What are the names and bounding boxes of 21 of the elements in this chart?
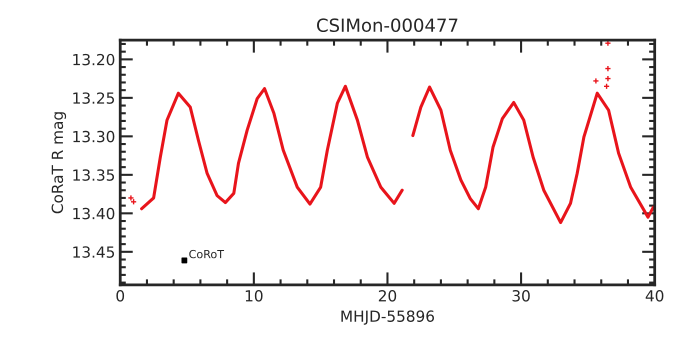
x-tick-label: 20 <box>378 290 396 302</box>
annotation: CoRoT <box>189 250 224 258</box>
point <box>604 75 612 82</box>
point <box>604 65 612 72</box>
chart-title: CSIMon-000477 <box>317 18 458 32</box>
y-tick-label: 13.20 <box>73 54 114 66</box>
point <box>592 78 600 84</box>
x-tick-label: 10 <box>246 290 263 302</box>
x-tick-label: 30 <box>512 290 530 302</box>
x-tick-label: 40 <box>646 290 664 302</box>
x-tick-label: 0 <box>116 290 124 302</box>
y-tick-label: 13.25 <box>73 92 114 104</box>
y-tick-label: 13.40 <box>73 208 114 220</box>
point <box>130 198 137 206</box>
point <box>603 83 610 90</box>
y-tick-label: 13.45 <box>73 246 114 258</box>
point <box>128 194 134 202</box>
y-axis-title: CoRaT R mag <box>52 112 66 214</box>
x-axis-title: MHJD-55896 <box>341 310 434 325</box>
y-tick-label: 13.30 <box>73 130 114 142</box>
y-tick-label: 13.35 <box>73 169 114 181</box>
